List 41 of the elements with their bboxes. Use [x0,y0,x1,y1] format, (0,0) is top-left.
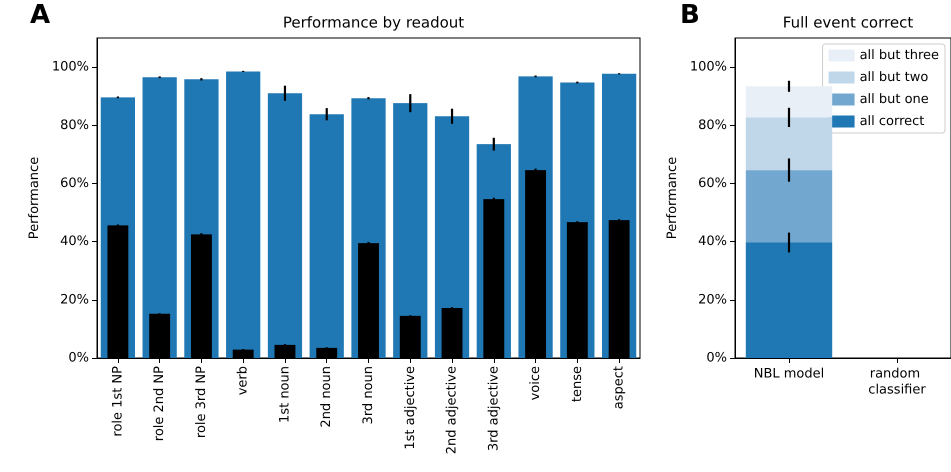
y-tick-label: 100% [690,60,727,75]
legend-label: all but one [860,92,929,107]
y-tick-label: 60% [60,176,89,191]
y-axis-title: Performance [664,156,680,240]
y-tick-label: 20% [698,292,727,308]
y-tick-label: 40% [698,234,727,250]
legend-label: all but three [860,48,940,63]
x-tick-label: 2nd adjective [444,366,460,454]
x-tick-label: 2nd noun [319,366,334,428]
x-tick-label: role 2nd NP [152,366,168,442]
x-tick-label: random classifier [868,366,926,398]
text: B [680,0,700,30]
bar [226,71,260,358]
x-tick-label: 3rd adjective [486,366,502,452]
x-tick-label: verb [236,366,251,396]
y-tick-label: 0% [706,350,727,366]
y-tick-label: 40% [60,234,89,250]
y-tick-label: 0% [68,350,89,366]
legend-label: all but two [860,70,928,85]
y-tick-label: 80% [60,118,89,133]
bar [268,93,302,358]
x-tick-label: 1st noun [277,366,292,423]
x-tick-label: role 1st NP [110,366,126,437]
y-tick-label: 80% [698,118,727,133]
x-tick-label: 3rd noun [361,366,376,424]
y-tick-label: 100% [52,60,89,75]
y-tick-label: 20% [60,292,89,308]
x-tick-label: voice [528,366,544,400]
chart-title: Full event correct [782,14,914,32]
chart-title: Performance by readout [282,14,464,32]
x-tick-label: aspect [612,366,627,410]
bar [142,77,177,358]
x-tick-label: 1st adjective [402,366,418,450]
y-tick-label: 60% [698,176,727,191]
x-tick-label: NBL model [754,366,824,382]
legend-label: all correct [860,114,924,129]
x-tick-label: tense [570,366,585,402]
text: A [30,0,50,30]
bar [310,114,344,358]
x-tick-label: role 3rd NP [194,366,209,438]
y-axis-title: Performance [26,156,42,240]
